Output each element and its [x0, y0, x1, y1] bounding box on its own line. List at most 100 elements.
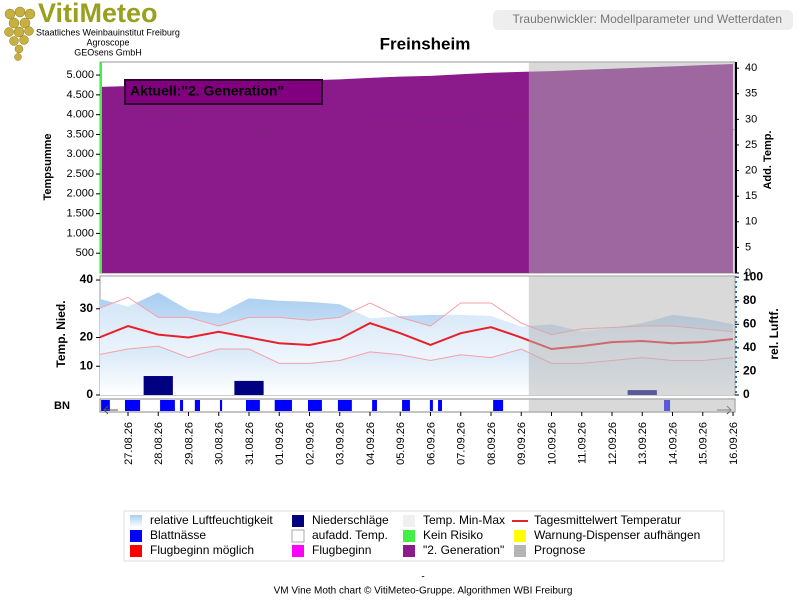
legend-box: [123, 510, 725, 562]
legend-swatch: [514, 545, 526, 557]
y-tick-label: 20: [80, 330, 94, 344]
leaf-wetness: [372, 400, 377, 411]
y2-tick-label: 30: [745, 113, 757, 125]
leaf-wetness: [438, 400, 442, 411]
footer-dash: -: [421, 572, 424, 583]
x-tick-label: 03.09.26: [335, 422, 347, 465]
x-tick-label: 01.09.26: [274, 422, 286, 465]
legend-swatch: [514, 530, 526, 542]
y-tick-label: 2.000: [66, 188, 94, 200]
y-tick-label: 10: [80, 358, 94, 372]
legend-swatch: [403, 545, 415, 557]
leaf-wetness: [429, 400, 433, 411]
y2-tick-label: 60: [743, 316, 757, 330]
legend-label: relative Luftfeuchtigkeit: [150, 513, 273, 527]
leaf-wetness: [402, 400, 410, 411]
y-tick-label: 4.500: [66, 89, 94, 101]
x-tick-label: 15.09.26: [698, 422, 710, 465]
leaf-wetness: [101, 400, 110, 411]
x-tick-label: 14.09.26: [667, 422, 679, 465]
x-tick-label: 08.09.26: [486, 422, 498, 465]
y2-tick-label: 20: [743, 364, 757, 378]
y-tick-label: 500: [76, 247, 94, 259]
y2-tick-label: 0: [743, 387, 750, 401]
annotation-box: [124, 79, 323, 105]
x-tick-label: 07.09.26: [456, 422, 468, 465]
leaf-wetness: [337, 400, 352, 411]
y-tick-label: 30: [80, 301, 94, 315]
x-tick-label: 30.08.26: [214, 422, 226, 465]
legend-swatch: [403, 530, 415, 542]
leaf-wetness: [160, 400, 175, 411]
y-tick-label: 0: [86, 387, 93, 401]
footer: VM Vine Moth chart © VitiMeteo-Gruppe. A…: [274, 586, 573, 597]
leaf-wetness: [493, 400, 504, 411]
legend-label: aufadd. Temp.: [312, 528, 388, 542]
legend-swatch: [291, 529, 305, 543]
legend-label: Flugbeginn: [312, 543, 371, 557]
y2-axis-label: rel. Luftf.: [767, 308, 781, 359]
y-tick-label: 1.500: [66, 208, 94, 220]
annotation: Aktuell:"2. Generation": [130, 83, 284, 99]
legend-label: Tagesmittelwert Temperatur: [534, 513, 681, 527]
legend-swatch: [130, 530, 142, 542]
y2-tick-label: 5: [745, 241, 751, 253]
x-tick-label: 02.09.26: [304, 422, 316, 465]
logo-grapes: [4, 6, 36, 61]
y2-tick-label: 80: [743, 293, 757, 307]
leaf-wetness: [219, 400, 223, 411]
y2-tick-label: 35: [745, 88, 757, 100]
leaf-wetness: [274, 400, 292, 411]
strip-label: BN: [54, 400, 70, 412]
y2-tick-label: 100: [743, 269, 763, 283]
tagline-box: [493, 10, 793, 30]
legend-label: Temp. Min-Max: [423, 513, 505, 527]
x-tick-label: 05.09.26: [395, 422, 407, 465]
y2-axis-label: Add. Temp.: [762, 130, 774, 189]
legend-swatch: [292, 545, 304, 557]
legend-label: Kein Risiko: [423, 528, 483, 542]
y-tick-label: 2.500: [66, 168, 94, 180]
x-tick-label: 27.08.26: [123, 422, 135, 465]
y2-tick-label: 25: [745, 139, 757, 151]
y2-tick-label: 15: [745, 190, 757, 202]
x-tick-label: 31.08.26: [244, 422, 256, 465]
y-axis-label: Tempsumme: [42, 133, 54, 200]
org-line: Agroscope: [86, 37, 129, 47]
precip-bar: [143, 376, 173, 395]
legend-label: Prognose: [534, 543, 586, 557]
x-tick-label: 29.08.26: [183, 422, 195, 465]
leaf-wetness: [124, 400, 141, 411]
tagline: Traubenwickler: Modellparameter und Wett…: [513, 12, 782, 26]
x-tick-label: 10.09.26: [546, 422, 558, 465]
y-tick-label: 5.000: [66, 69, 94, 81]
legend-swatch: [292, 515, 304, 527]
x-tick-label: 13.09.26: [637, 422, 649, 465]
y-tick-label: 1.000: [66, 227, 94, 239]
x-tick-label: 04.09.26: [365, 422, 377, 465]
prognose-region: [528, 399, 735, 412]
legend-label: Warnung-Dispenser aufhängen: [534, 528, 700, 542]
legend-swatch: [403, 515, 415, 527]
leaf-wetness: [307, 400, 322, 411]
plot: 5001.0001.5002.0002.5003.0003.5004.0004.…: [42, 61, 781, 562]
x-tick-label: 11.09.26: [577, 422, 589, 464]
x-tick-label: 16.09.26: [728, 422, 740, 465]
legend-swatch: [130, 515, 142, 527]
legend-label: Flugbeginn möglich: [150, 543, 254, 557]
x-tick-label: 09.09.26: [516, 422, 528, 465]
x-tick-label: 12.09.26: [607, 422, 619, 465]
y-tick-label: 3.000: [66, 148, 94, 160]
precip-bar: [234, 380, 264, 395]
legend-swatch: [130, 545, 142, 557]
prognose-region: [528, 276, 735, 395]
legend-label: Niederschläge: [312, 513, 389, 527]
org-line: GEOsens GmbH: [74, 47, 142, 57]
x-tick-label: 28.08.26: [153, 422, 165, 465]
y-axis-label: Temp. Nied.: [54, 300, 68, 367]
chart-title: Freinsheim: [380, 34, 471, 53]
logo: VitiMeteo: [38, 0, 158, 28]
leaf-wetness: [245, 400, 260, 411]
prognose-region: [528, 62, 735, 273]
